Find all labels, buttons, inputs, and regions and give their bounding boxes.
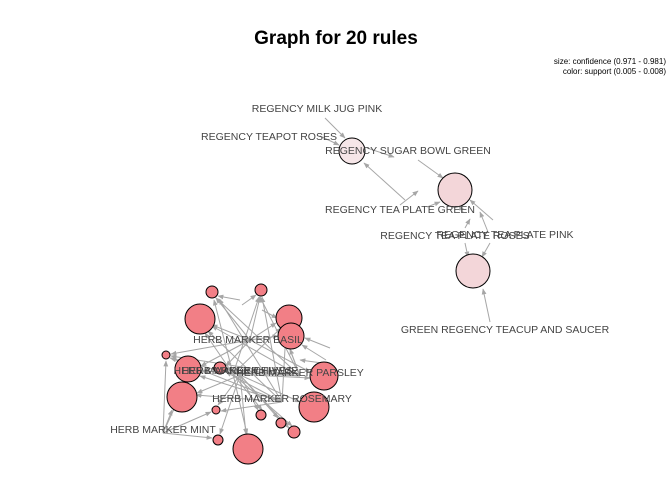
item-label: HERB MARKER ROSEMARY bbox=[212, 393, 352, 405]
rule-node bbox=[455, 253, 491, 289]
rule-edge bbox=[249, 334, 279, 341]
rule-edge bbox=[225, 367, 301, 377]
rule-edge bbox=[232, 373, 311, 381]
rule-edge bbox=[319, 135, 340, 146]
rule-edge bbox=[232, 327, 282, 375]
rule-edge bbox=[215, 297, 301, 377]
item-label: REGENCY SUGAR BOWL GREEN bbox=[325, 145, 491, 157]
rule-edge bbox=[217, 374, 241, 406]
rule-edge bbox=[220, 401, 283, 413]
rule-edge bbox=[289, 348, 301, 377]
rule-edge bbox=[324, 117, 346, 139]
rule-edge bbox=[215, 297, 251, 341]
rule-node bbox=[161, 350, 171, 360]
rule-node bbox=[212, 434, 224, 446]
item-label: HERB MARKER MINT bbox=[110, 424, 216, 436]
rule-edge bbox=[479, 211, 489, 233]
rule-edge bbox=[260, 296, 283, 403]
rule-node bbox=[254, 283, 268, 297]
rule-edge bbox=[170, 339, 251, 356]
rule-edge bbox=[241, 294, 257, 306]
rule-edge bbox=[469, 199, 494, 221]
rule-edge bbox=[426, 201, 441, 208]
rule-edge bbox=[162, 360, 169, 434]
rule-node bbox=[437, 172, 473, 208]
item-label: REGENCY TEA PLATE GREEN bbox=[325, 204, 475, 216]
rule-edge bbox=[304, 337, 331, 349]
item-label: HERB MARKER CHIVES bbox=[173, 365, 292, 377]
size-legend: size: confidence (0.971 - 0.981) bbox=[553, 57, 666, 66]
rule-edge bbox=[232, 373, 249, 435]
rule-edge bbox=[481, 242, 491, 258]
rule-node bbox=[255, 409, 267, 421]
rule-edge bbox=[211, 324, 251, 341]
rule-nodes bbox=[161, 137, 491, 465]
rule-node bbox=[174, 355, 202, 383]
rule-edge bbox=[363, 162, 406, 201]
rule-edge bbox=[218, 298, 283, 403]
item-label: REGENCY TEA PLATE ROSES bbox=[380, 230, 529, 242]
rule-edge bbox=[207, 330, 283, 403]
item-label: GREEN REGENCY TEACUP AND SAUCER bbox=[401, 324, 610, 336]
rule-edge bbox=[417, 159, 444, 179]
rule-node bbox=[287, 425, 301, 439]
rule-edge bbox=[249, 296, 262, 341]
rule-node bbox=[298, 391, 330, 423]
rule-edge bbox=[399, 190, 419, 206]
rule-edge bbox=[299, 358, 323, 364]
item-labels: REGENCY MILK JUG PINK REGENCY TEAPOT ROSE… bbox=[110, 103, 609, 436]
rule-node bbox=[232, 433, 264, 465]
rule-edge bbox=[239, 374, 301, 403]
rule-edge bbox=[204, 332, 234, 375]
rule-node bbox=[184, 303, 216, 335]
rule-edge bbox=[162, 432, 213, 440]
rule-edge bbox=[249, 339, 311, 373]
rule-node bbox=[205, 285, 219, 299]
rule-edge bbox=[232, 373, 263, 411]
item-label: HERB MARKER THYME bbox=[182, 365, 299, 377]
rule-edge bbox=[211, 325, 301, 377]
rule-edge bbox=[249, 322, 277, 341]
rule-edge bbox=[196, 374, 241, 394]
rule-edge bbox=[232, 373, 293, 427]
graph-title: Graph for 20 rules bbox=[254, 28, 418, 49]
rule-edge bbox=[481, 288, 491, 323]
rule-edge bbox=[162, 411, 212, 434]
rule-node bbox=[277, 322, 305, 350]
rule-node bbox=[211, 405, 221, 415]
rule-edge bbox=[261, 309, 278, 319]
rule-edge bbox=[232, 296, 260, 375]
rule-edges bbox=[162, 117, 494, 440]
rule-edge bbox=[219, 374, 241, 435]
rule-edge bbox=[301, 344, 327, 361]
rule-node bbox=[213, 361, 227, 375]
rule-node bbox=[166, 381, 198, 413]
item-label: REGENCY TEAPOT ROSES bbox=[201, 131, 337, 143]
rule-node bbox=[338, 137, 366, 165]
item-label: HERB MARKER BASIL bbox=[193, 334, 303, 346]
item-label: REGENCY TEA PLATE PINK bbox=[436, 229, 573, 241]
item-label: REGENCY MILK JUG PINK bbox=[252, 103, 383, 115]
rule-node bbox=[309, 361, 339, 391]
item-label: HERB MARKER PARSLEY bbox=[236, 367, 364, 379]
color-legend: color: support (0.005 - 0.008) bbox=[562, 67, 666, 76]
rule-node bbox=[275, 417, 287, 429]
rule-edge bbox=[217, 294, 241, 301]
rule-edge bbox=[464, 218, 471, 229]
rule-edge bbox=[213, 299, 234, 375]
rule-edge bbox=[199, 375, 283, 403]
rule-edge bbox=[366, 147, 395, 158]
